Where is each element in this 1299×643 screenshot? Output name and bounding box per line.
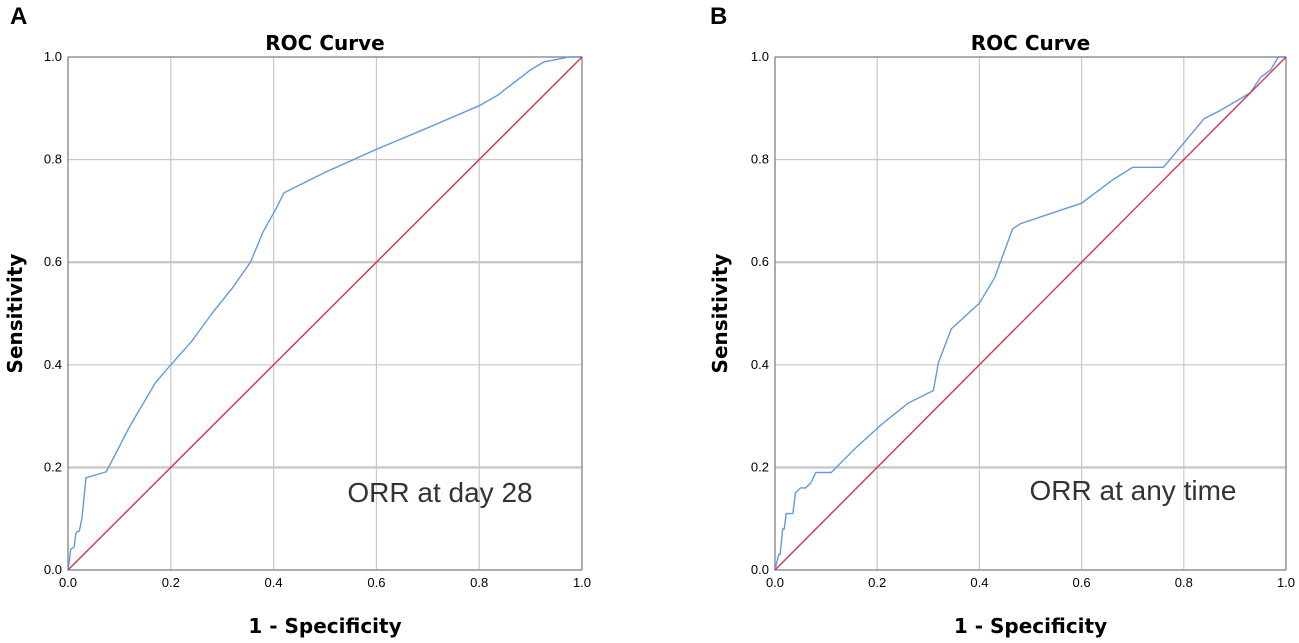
y-axis-label: Sensitivity: [3, 254, 27, 374]
y-axis-label: Sensitivity: [708, 254, 732, 374]
x-tick-label: 0.0: [766, 575, 784, 590]
y-tick-label: 0.8: [751, 152, 769, 167]
y-tick-label: 1.0: [44, 49, 62, 64]
y-tick-label: 0.4: [751, 357, 769, 372]
x-tick-label: 0.8: [470, 575, 488, 590]
roc-curve-line: [67, 56, 582, 571]
y-tick-label: 0.8: [44, 152, 62, 167]
x-tick-label: 0.4: [265, 575, 283, 590]
y-tick-label: 0.2: [44, 459, 62, 474]
panel-label: A: [10, 3, 27, 30]
y-tick-label: 0.2: [751, 459, 769, 474]
annotation-label: ORR at any time: [1030, 475, 1237, 506]
x-tick-label: 0.0: [59, 575, 77, 590]
x-tick-label: 0.4: [970, 575, 988, 590]
x-tick-label: 0.6: [1073, 575, 1091, 590]
panel-label: B: [710, 3, 727, 30]
x-tick-label: 0.2: [162, 575, 180, 590]
reference-line: [774, 56, 1287, 571]
y-tick-label: 0.0: [751, 562, 769, 577]
x-tick-label: 0.8: [1175, 575, 1193, 590]
annotation-label: ORR at day 28: [347, 477, 532, 508]
y-tick-label: 0.6: [751, 254, 769, 269]
chart-title: ROC Curve: [265, 31, 384, 55]
y-tick-label: 0.0: [44, 562, 62, 577]
chart-title: ROC Curve: [971, 31, 1090, 55]
reference-line: [67, 56, 583, 571]
y-tick-label: 0.6: [44, 254, 62, 269]
x-tick-label: 0.6: [367, 575, 385, 590]
y-tick-label: 0.4: [44, 357, 62, 372]
x-axis-label: 1 - Specificity: [248, 614, 401, 638]
x-tick-label: 1.0: [573, 575, 591, 590]
y-tick-label: 1.0: [751, 49, 769, 64]
plot-frame: [774, 56, 1287, 571]
x-axis-label: 1 - Specificity: [954, 614, 1107, 638]
plot-frame: [67, 56, 583, 571]
roc-curve-line: [774, 56, 1286, 571]
chart-panel-a: 0.0 0.2 0.4 0.6 0.8 1.0 0.0 0.2 0.4 0.6 0.8 1.0 ROC …: [3, 3, 591, 638]
chart-panel-b: 0.0 0.2 0.4 0.6 0.8 1.0 0.0 0.2 0.4 0.6 0.8 1.0 ROC …: [708, 3, 1295, 638]
x-tick-label: 0.2: [868, 575, 886, 590]
x-tick-label: 1.0: [1277, 575, 1295, 590]
